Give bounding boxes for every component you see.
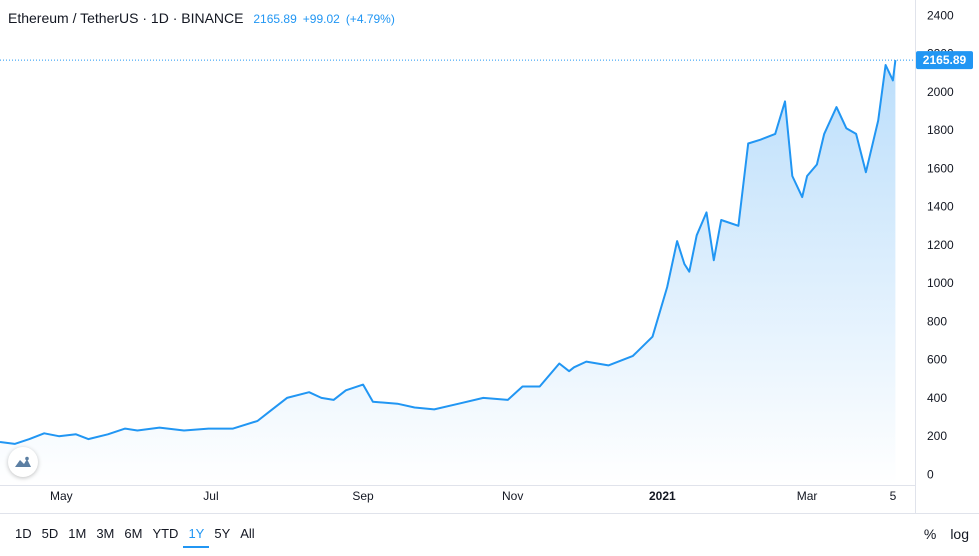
legend-change: +99.02 — [303, 12, 340, 26]
y-tick-label: 600 — [927, 353, 947, 367]
x-tick-label: Nov — [502, 489, 523, 503]
range-6m[interactable]: 6M — [119, 524, 147, 546]
y-tick-label: 1400 — [927, 200, 954, 214]
x-tick-label: Jul — [203, 489, 218, 503]
x-tick-label: Mar — [797, 489, 818, 503]
scale-toggles: % log — [924, 524, 969, 544]
legend-change-percent: (+4.79%) — [346, 12, 395, 26]
range-5d[interactable]: 5D — [37, 524, 64, 546]
y-tick-label: 1600 — [927, 161, 954, 175]
legend-values: 2165.89 +99.02 (+4.79%) — [253, 12, 400, 26]
y-tick-label: 1200 — [927, 238, 954, 252]
range-ytd[interactable]: YTD — [147, 524, 183, 546]
y-tick-label: 200 — [927, 429, 947, 443]
last-price-tag-label: 2165.89 — [923, 53, 967, 67]
x-tick-label: 2021 — [649, 489, 676, 503]
y-tick-label: 800 — [927, 314, 947, 328]
range-1m[interactable]: 1M — [63, 524, 91, 546]
range-buttons: 1D 5D 1M 3M 6M YTD 1Y 5Y All — [10, 524, 260, 548]
legend-last-price: 2165.89 — [253, 12, 296, 26]
range-5y[interactable]: 5Y — [209, 524, 235, 546]
price-chart[interactable]: 0200400600800100012001400160018002000220… — [0, 0, 979, 513]
range-1d[interactable]: 1D — [10, 524, 37, 546]
range-toolbar: 1D 5D 1M 3M 6M YTD 1Y 5Y All % log — [0, 513, 979, 556]
range-1y[interactable]: 1Y — [183, 524, 209, 548]
y-tick-label: 400 — [927, 391, 947, 405]
tradingview-logo-button[interactable] — [8, 447, 38, 477]
x-tick-label: 5 — [890, 489, 897, 503]
area-fill — [0, 60, 895, 485]
y-tick-label: 1000 — [927, 276, 954, 290]
x-tick-label: Sep — [352, 489, 374, 503]
range-all[interactable]: All — [235, 524, 259, 546]
percent-toggle[interactable]: % — [924, 524, 936, 544]
y-tick-label: 0 — [927, 467, 934, 481]
y-tick-label: 2400 — [927, 8, 954, 22]
chart-legend: Ethereum / TetherUS · 1D · BINANCE 2165.… — [8, 10, 401, 26]
log-toggle[interactable]: log — [950, 524, 969, 544]
y-tick-label: 1800 — [927, 123, 954, 137]
tradingview-logo-icon — [14, 455, 32, 469]
range-3m[interactable]: 3M — [91, 524, 119, 546]
y-tick-label: 2000 — [927, 85, 954, 99]
symbol-title: Ethereum / TetherUS · 1D · BINANCE — [8, 10, 243, 26]
x-tick-label: May — [50, 489, 73, 503]
